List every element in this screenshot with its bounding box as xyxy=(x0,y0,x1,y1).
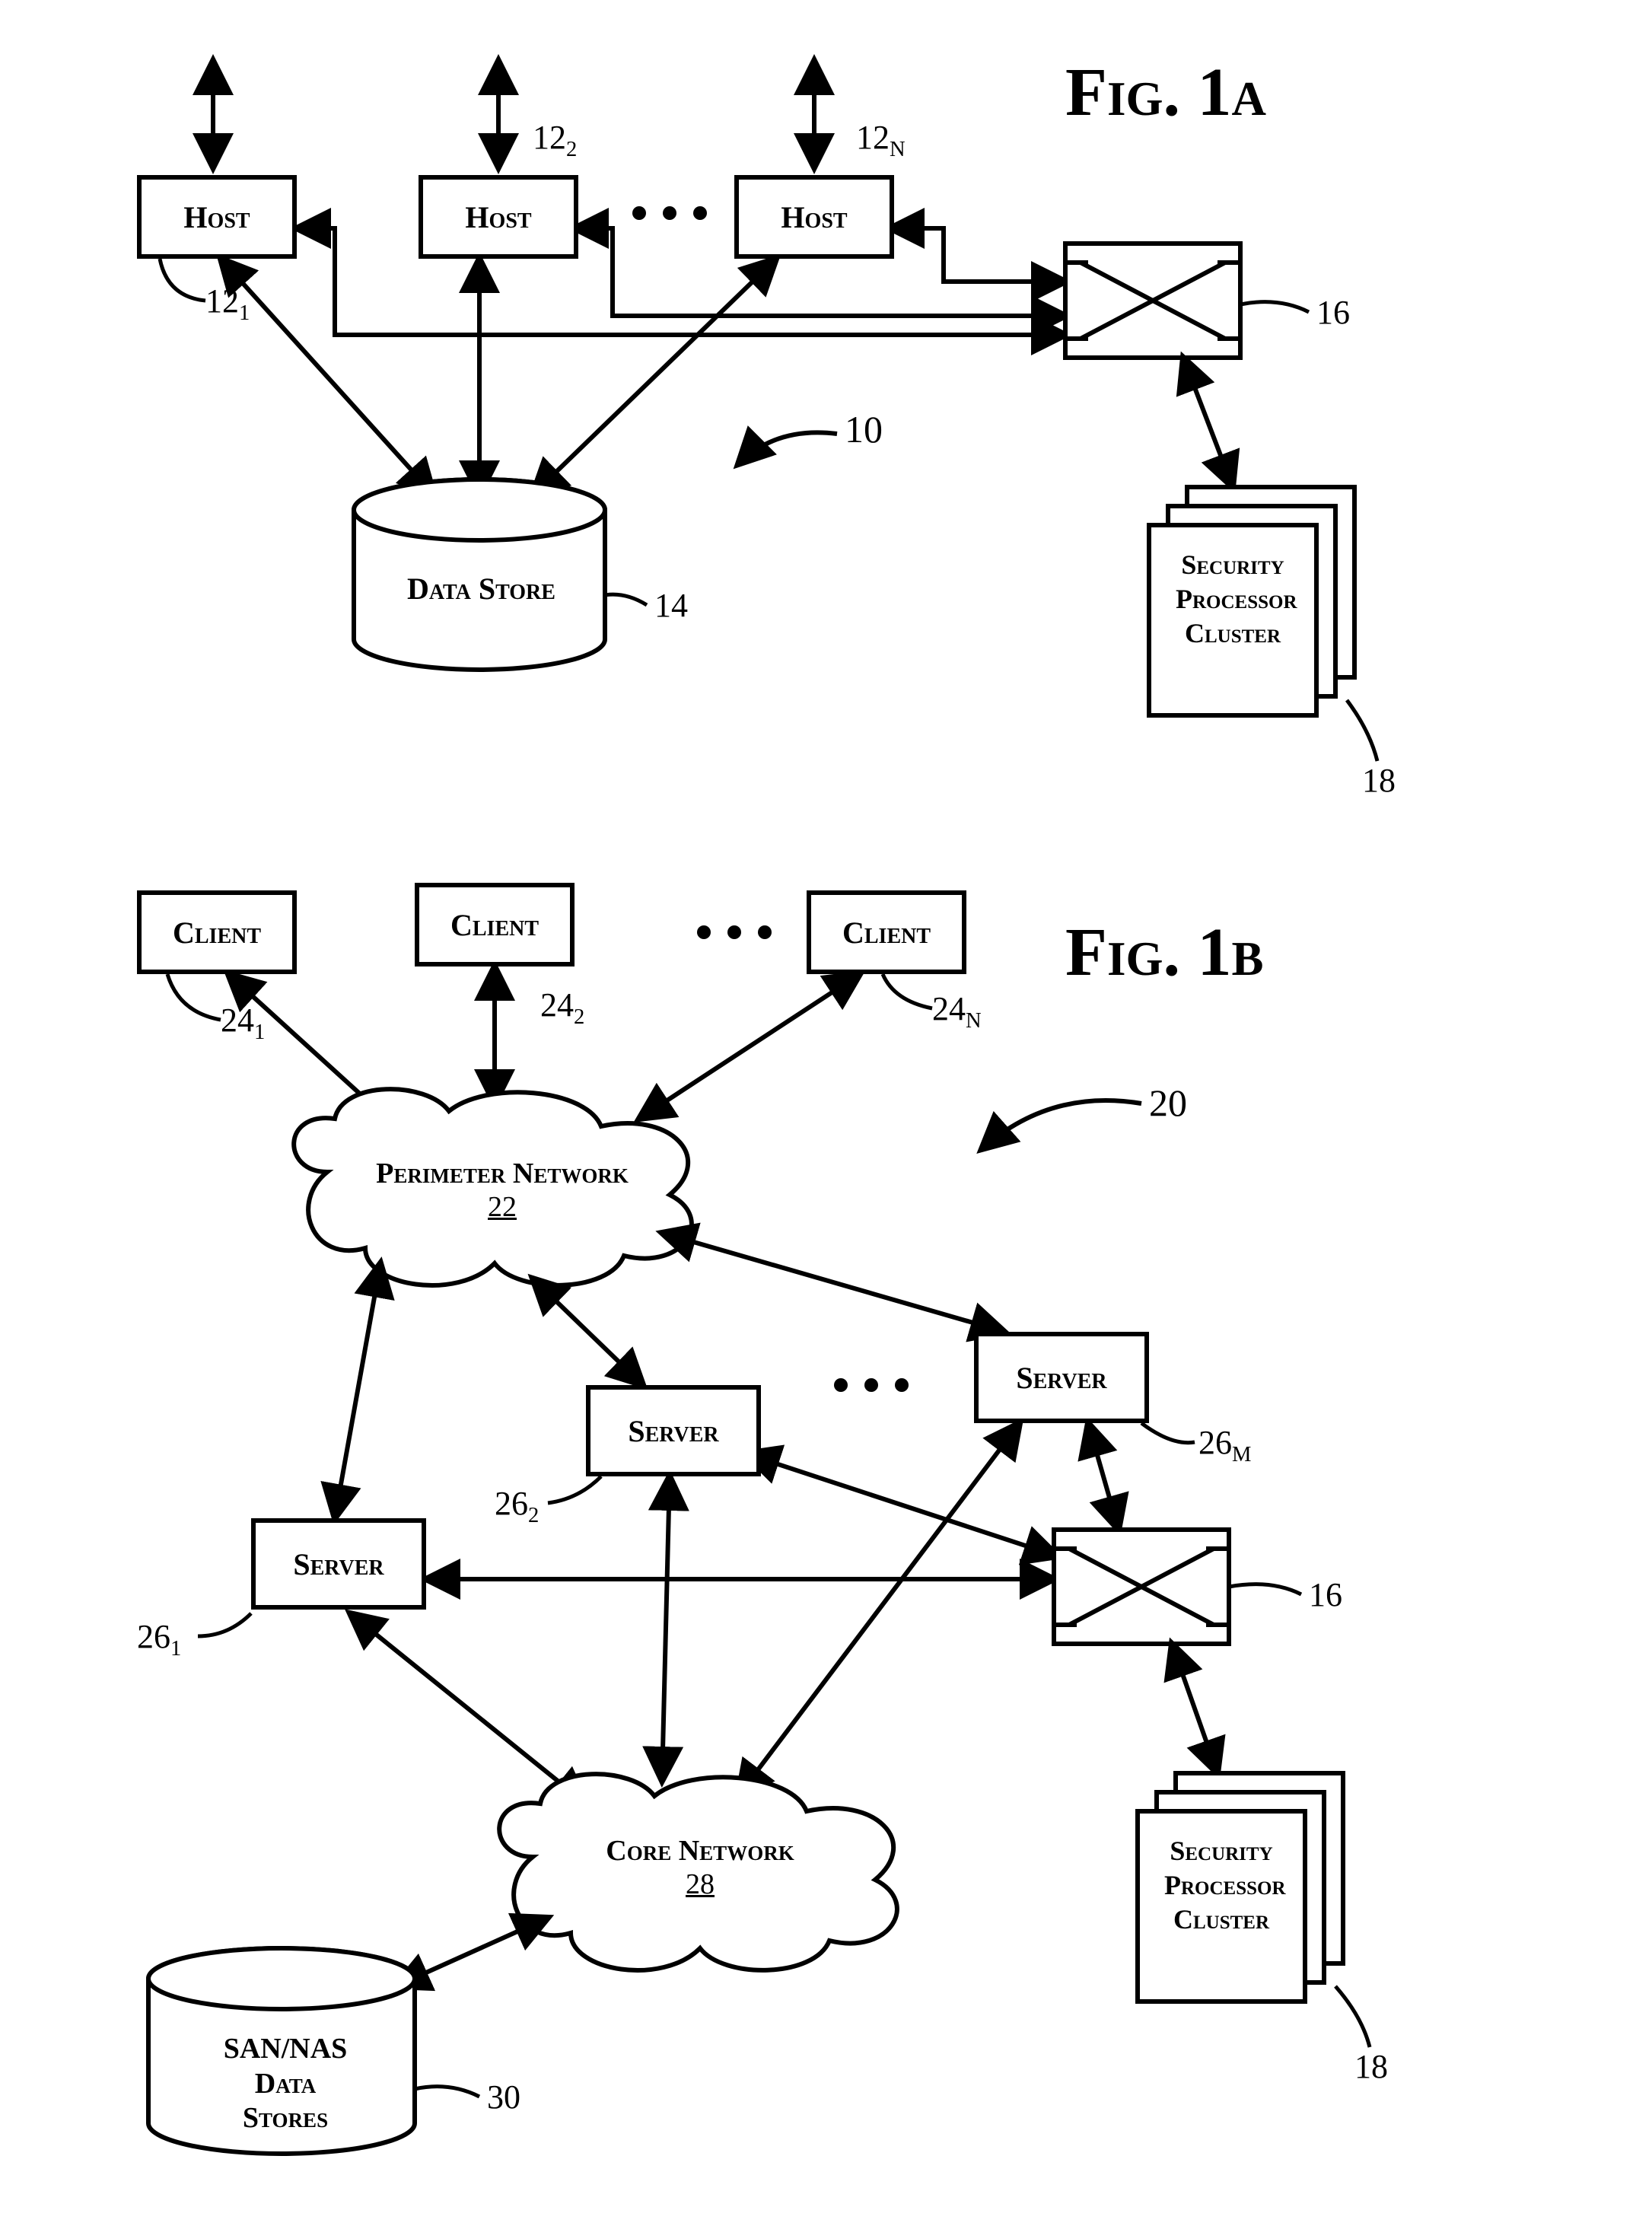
fig1a-ref: 10 xyxy=(845,407,883,451)
datastore-label: Data Store xyxy=(407,571,555,607)
clientn-ref: 24N xyxy=(932,989,982,1033)
host-label: Host xyxy=(781,199,847,235)
switch-ref-1a: 16 xyxy=(1316,293,1350,332)
fig1a-title: Fig. 1a xyxy=(1065,53,1266,132)
client-label: Client xyxy=(173,915,261,951)
client-box-n: Client xyxy=(807,890,966,974)
client1-ref: 241 xyxy=(221,1001,265,1045)
sanstore-ref: 30 xyxy=(487,2078,520,2116)
host-box-n: Host xyxy=(734,175,894,259)
server1-ref: 261 xyxy=(137,1617,181,1661)
server2-ref: 262 xyxy=(495,1484,539,1528)
server-box-1: Server xyxy=(251,1518,426,1610)
fig1b-ref: 20 xyxy=(1149,1081,1187,1125)
hostn-ref: 12N xyxy=(856,118,906,162)
switch-ref-1b: 16 xyxy=(1309,1575,1342,1614)
host-label: Host xyxy=(183,199,250,235)
server-label: Server xyxy=(1016,1360,1106,1396)
server-label: Server xyxy=(293,1546,384,1582)
client-box-1: Client xyxy=(137,890,297,974)
cluster-label-1a: Security Processor Cluster xyxy=(1176,548,1290,651)
client-box-2: Client xyxy=(415,883,575,967)
client2-ref: 242 xyxy=(540,986,584,1030)
datastore-ref: 14 xyxy=(654,586,688,625)
host-box-2: Host xyxy=(419,175,578,259)
fig1b-title: Fig. 1b xyxy=(1065,913,1264,992)
core-label: Core Network 28 xyxy=(586,1834,814,1901)
host-box-1: Host xyxy=(137,175,297,259)
perimeter-label: Perimeter Network 22 xyxy=(373,1157,632,1224)
server-box-m: Server xyxy=(974,1332,1149,1423)
cluster-ref-1b: 18 xyxy=(1354,2047,1388,2086)
cluster-ref-1a: 18 xyxy=(1362,761,1396,800)
host-label: Host xyxy=(465,199,531,235)
client-label: Client xyxy=(450,907,539,943)
client-label: Client xyxy=(842,915,931,951)
serverm-ref: 26M xyxy=(1198,1423,1251,1467)
server-box-2: Server xyxy=(586,1385,761,1476)
cluster-label-1b: Security Processor Cluster xyxy=(1164,1834,1278,1937)
server-label: Server xyxy=(628,1413,718,1449)
sanstore-label: SAN/NAS Data Stores xyxy=(209,2032,361,2136)
host1-ref: 121 xyxy=(205,282,250,326)
host2-ref: 122 xyxy=(533,118,577,162)
